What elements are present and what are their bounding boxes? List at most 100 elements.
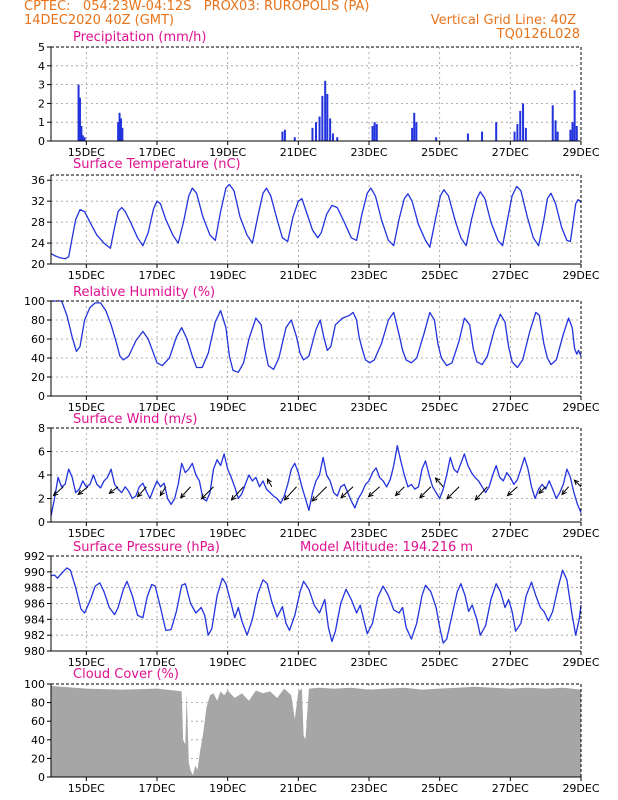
panel-title-pres: Surface Pressure (hPa): [73, 540, 220, 555]
x-tick-label: 25DEC: [421, 527, 458, 540]
precip-bar: [81, 135, 84, 141]
wind-arrow-head: [573, 479, 580, 486]
wind-series-line: [50, 444, 582, 517]
precip-bar: [336, 137, 339, 141]
y-tick-label: 100: [24, 678, 45, 691]
precip-bar: [375, 124, 378, 141]
precip-bar: [569, 129, 572, 141]
precip-bar: [283, 129, 286, 141]
y-tick-label: 0: [38, 516, 45, 529]
panel-subtitle-pres: Model Altitude: 194.216 m: [300, 540, 473, 555]
x-tick-label: 23DEC: [350, 782, 387, 795]
wind-arrow-shaft: [284, 486, 297, 501]
y-tick-label: 60: [31, 715, 45, 728]
precip-bar: [411, 127, 414, 141]
panel-rh: 0 20 40 60 80 100 15DEC 17DEC 19DEC 21DEC 23DEC 25D…: [24, 285, 600, 414]
wind-arrow-head: [200, 493, 207, 500]
wind-arrow-shaft: [446, 486, 460, 500]
y-tick-label: 60: [31, 333, 45, 346]
precip-bar: [371, 125, 374, 141]
x-tick-label: 25DEC: [421, 401, 458, 414]
precip-bar: [373, 122, 376, 141]
y-tick-label: 986: [24, 598, 45, 611]
wind-arrow-shaft: [435, 477, 444, 488]
x-tick-label: 15DEC: [68, 782, 105, 795]
precip-bar: [524, 127, 527, 141]
wind-arrow-shaft: [368, 486, 380, 498]
precip-bar: [311, 127, 314, 141]
x-tick-label: 21DEC: [280, 401, 317, 414]
y-tick-label: 4: [38, 469, 45, 482]
y-tick-label: 40: [31, 352, 45, 365]
x-tick-label: 19DEC: [209, 146, 246, 159]
y-tick-label: 40: [31, 734, 45, 747]
wind-arrow-shaft: [77, 486, 89, 495]
precip-bar: [119, 118, 122, 141]
wind-arrow-head: [340, 492, 346, 499]
x-tick-label: 27DEC: [492, 269, 529, 282]
wind-arrow-head: [446, 493, 452, 500]
precip-bar: [118, 112, 121, 141]
precip-bar: [556, 131, 559, 141]
panel-cloud: 0 20 40 60 80 100 15DEC 17DEC 19DEC 21DEC 23DEC 25D…: [24, 667, 600, 795]
x-tick-label: 29DEC: [562, 269, 599, 282]
panel-title-temp: Surface Temperature (nC): [73, 157, 241, 172]
x-tick-label: 21DEC: [280, 269, 317, 282]
x-tick-label: 27DEC: [492, 401, 529, 414]
x-tick-label: 17DEC: [138, 269, 175, 282]
precip-bar: [329, 118, 332, 141]
pres-series-line: [50, 567, 582, 644]
x-tick-label: 17DEC: [138, 401, 175, 414]
x-tick-label: 21DEC: [280, 146, 317, 159]
precip-bar: [513, 131, 516, 141]
wind-arrow-shaft: [180, 486, 191, 499]
x-tick-label: 21DEC: [280, 656, 317, 669]
y-tick-label: 980: [24, 645, 45, 658]
x-tick-label: 25DEC: [421, 782, 458, 795]
x-tick-label: 23DEC: [350, 146, 387, 159]
wind-arrow-head: [77, 489, 84, 496]
precip-bar: [466, 133, 469, 141]
wind-arrow-shaft: [474, 486, 488, 501]
y-tick-label: 982: [24, 629, 45, 642]
y-tick-label: 2: [38, 97, 45, 110]
wind-arrow-shaft: [395, 486, 405, 496]
wind-arrow-head: [266, 478, 272, 485]
wind-arrow-shaft: [231, 486, 244, 501]
y-tick-label: 0: [38, 135, 45, 148]
x-tick-label: 23DEC: [350, 401, 387, 414]
precip-bar: [519, 110, 522, 141]
precip-bar: [121, 127, 124, 141]
wind-arrow-head: [179, 492, 186, 499]
precip-bar: [77, 84, 80, 141]
x-tick-label: 27DEC: [492, 656, 529, 669]
x-tick-label: 19DEC: [209, 782, 246, 795]
precip-bar: [495, 122, 498, 141]
x-tick-label: 23DEC: [350, 527, 387, 540]
wind-arrow-head: [52, 490, 59, 497]
panel-wind: 0 2 4 6 8 15DEC 17DEC 19DEC 21DEC 23DEC 25DEC 27DEC…: [38, 412, 600, 540]
precip-bar: [324, 80, 327, 141]
precip-bar: [117, 122, 120, 141]
precip-bar: [78, 97, 81, 141]
precip-bar: [551, 105, 554, 141]
wind-arrow-head: [538, 488, 544, 495]
precip-bar: [435, 137, 438, 141]
wind-arrow-shaft: [159, 486, 167, 496]
x-tick-label: 25DEC: [421, 269, 458, 282]
y-tick-label: 6: [38, 446, 45, 459]
wind-arrow-head: [230, 495, 237, 501]
x-tick-label: 17DEC: [138, 146, 175, 159]
wind-arrow-shaft: [340, 486, 354, 499]
x-tick-label: 19DEC: [209, 656, 246, 669]
wind-arrow-shaft: [109, 486, 119, 494]
panel-title-cloud: Cloud Cover (%): [73, 667, 179, 682]
rh-series-line: [51, 300, 582, 373]
x-tick-label: 17DEC: [138, 527, 175, 540]
x-tick-label: 15DEC: [68, 656, 105, 669]
x-tick-label: 23DEC: [350, 269, 387, 282]
precip-bar: [481, 131, 484, 141]
wind-arrow-head: [394, 490, 401, 497]
y-tick-label: 28: [31, 216, 45, 229]
